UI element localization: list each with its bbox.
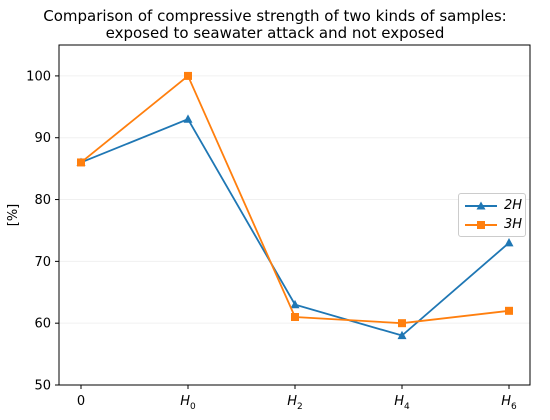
y-tick-label: 70 [34, 255, 51, 270]
chart-title-line-1: Comparison of compressive strength of tw… [43, 7, 507, 25]
data-point-3h [505, 306, 513, 315]
data-point-2h [397, 330, 407, 340]
y-tick-label: 50 [34, 379, 51, 394]
y-axis-label: [%] [6, 204, 21, 227]
data-point-3h [77, 158, 85, 167]
data-point-3h [398, 319, 406, 328]
data-point-3h [184, 71, 192, 80]
legend-label-2h: 2H [504, 198, 523, 213]
x-tick-label: H2 [287, 394, 303, 412]
data-point-2h [290, 299, 300, 309]
y-tick-label: 80 [34, 193, 51, 208]
chart-legend: 2H 3H [458, 193, 526, 237]
x-tick-label: H4 [394, 394, 410, 412]
y-tick-label: 100 [26, 69, 51, 84]
x-tick-label: 0 [77, 394, 85, 409]
chart-title-line-2: exposed to seawater attack and not expos… [105, 24, 445, 42]
data-point-2h [504, 238, 514, 247]
legend-item-3h: 3H [463, 216, 525, 234]
x-tick-label: H0 [180, 394, 196, 412]
data-point-3h [291, 313, 299, 321]
legend-item-2h: 2H [463, 197, 525, 215]
data-point-2h [183, 114, 193, 123]
legend-label-3h: 3H [504, 217, 523, 232]
legend-marker-square [465, 221, 497, 229]
legend-marker-triangle [465, 201, 497, 210]
x-tick-label: H6 [501, 394, 517, 412]
y-tick-label: 60 [34, 317, 51, 332]
y-tick-label: 90 [34, 131, 51, 146]
